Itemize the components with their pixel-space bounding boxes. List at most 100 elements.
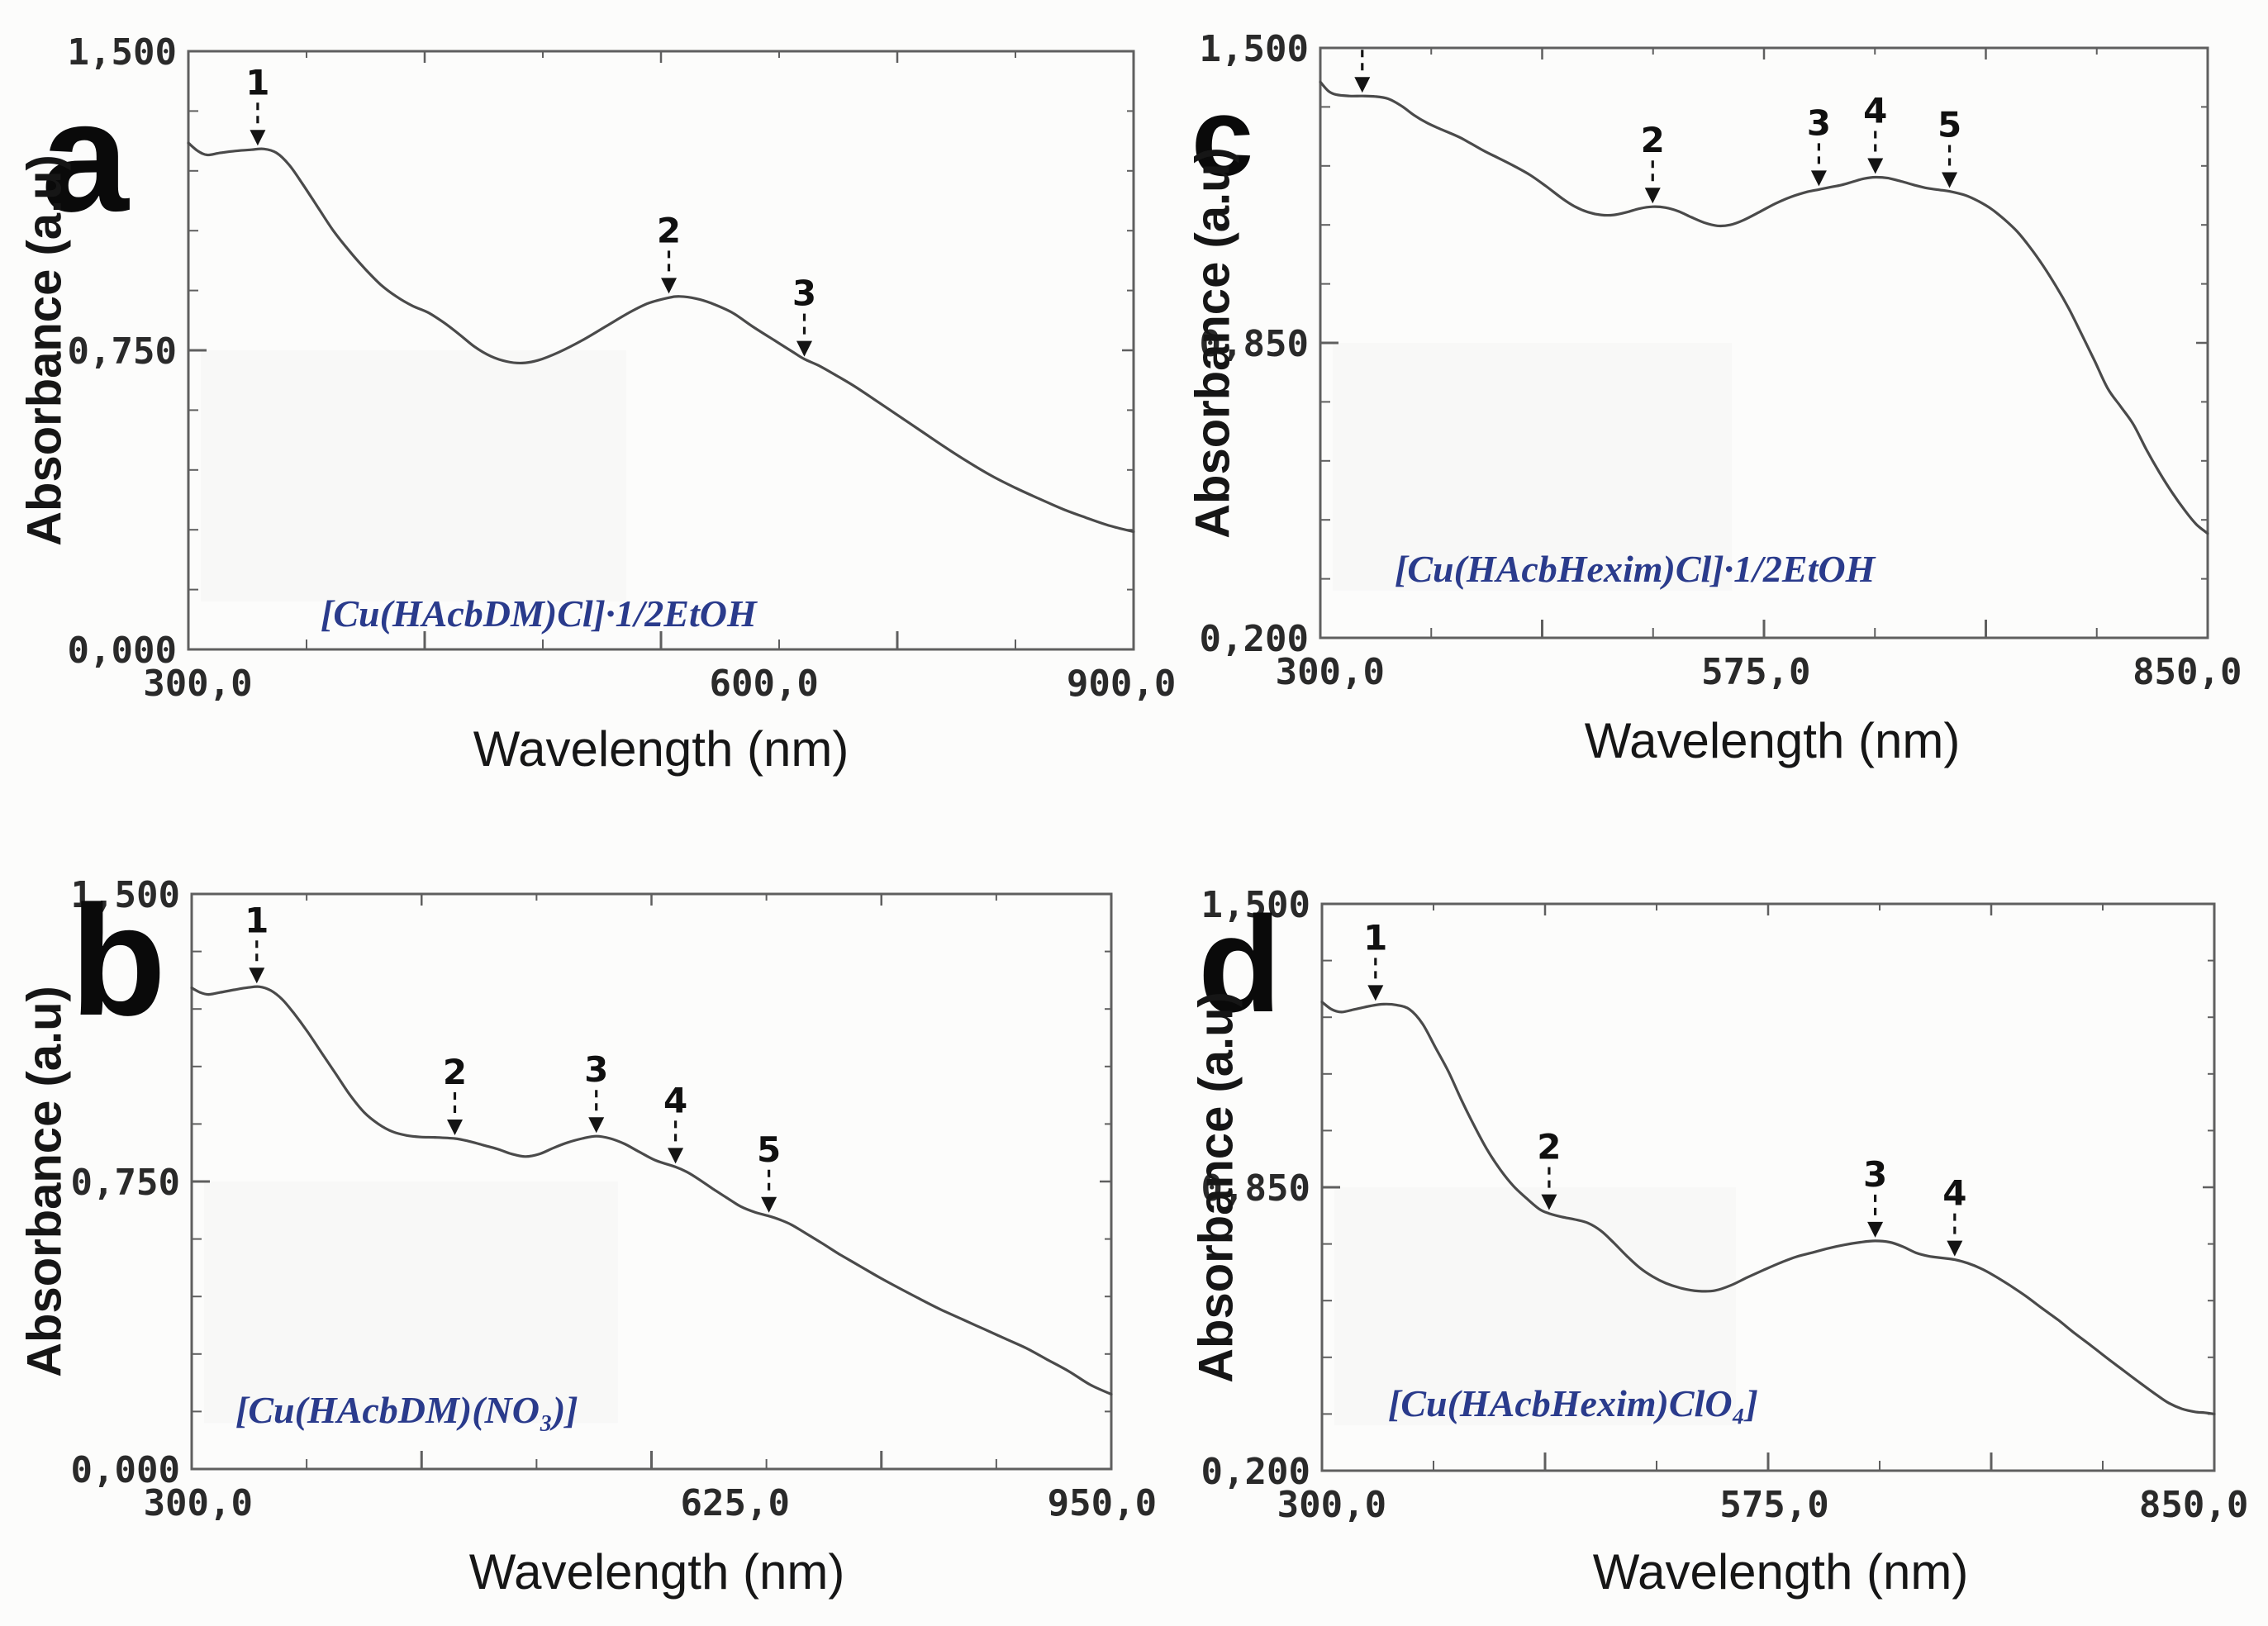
y-tick-label: 0,850 [1200, 323, 1309, 365]
peak-arrow-head [1354, 77, 1371, 93]
panel-c-peak-2-annotation: 2 [1641, 120, 1665, 204]
panel-b-compound-label: [Cu(HAcbDM)(NO₃)] [235, 1389, 578, 1431]
peak-number-label: 1 [245, 900, 269, 940]
peak-number-label: 1 [1363, 917, 1387, 958]
panel-c-peak-3-annotation: 3 [1807, 102, 1831, 187]
peak-arrow-head [250, 130, 266, 146]
panel-a-x-axis-title: Wavelength (nm) [473, 721, 849, 777]
scan-noise-patch [204, 1181, 618, 1423]
y-tick-label: 1,500 [1201, 884, 1310, 926]
panel-d-spectrum-curve [1320, 1001, 2216, 1415]
x-tick-label: 575,0 [1719, 1484, 1828, 1526]
peak-number-label: 4 [1942, 1173, 1966, 1214]
panel-a-peak-2-annotation: 2 [657, 210, 681, 294]
peak-number-label: 3 [792, 273, 816, 314]
peak-number-label: 2 [443, 1052, 467, 1092]
y-tick-label: 0,200 [1201, 1451, 1310, 1493]
peak-arrow-head [1367, 985, 1384, 1001]
x-tick-label: 575,0 [1701, 651, 1810, 693]
peak-arrow-head [661, 278, 678, 294]
panel-b-x-axis-title: Wavelength (nm) [468, 1544, 845, 1600]
x-tick-label: 850,0 [2139, 1484, 2248, 1526]
y-tick-label: 0,750 [68, 330, 177, 373]
panel-c-compound-label: [Cu(HAcbHexim)Cl]·1/2EtOH [1395, 548, 1876, 590]
peak-number-label: 2 [1537, 1127, 1561, 1167]
y-tick-label: 1,500 [68, 31, 177, 74]
panel-c-peak-5-annotation: 5 [1938, 105, 1961, 188]
panel-c-x-axis-title: Wavelength (nm) [1584, 713, 1961, 768]
panel-d-x-axis-title: Wavelength (nm) [1592, 1544, 1969, 1600]
x-tick-label: 300,0 [143, 663, 252, 705]
peak-arrow-head [1644, 188, 1661, 204]
y-tick-label: 0,750 [71, 1162, 180, 1204]
peak-arrow-head [761, 1196, 777, 1213]
panel-b-y-axis-title: Absorbance (a.u) [17, 986, 72, 1377]
panel-b-letter: b [70, 873, 167, 1048]
panel-c-y-axis-title: Absorbance (a.u) [1186, 147, 1240, 539]
peak-number-label: 4 [1863, 91, 1887, 131]
peak-number-label: 2 [657, 210, 681, 250]
panel-b-peak-2-annotation: 2 [443, 1052, 467, 1136]
panel-c-letter: c [1191, 74, 1254, 199]
panel-b-peak-1-annotation: 1 [245, 900, 269, 984]
panel-a-peak-3-annotation: 3 [792, 273, 816, 357]
peak-number-label: 5 [1938, 105, 1961, 145]
y-tick-label: 1,500 [71, 874, 180, 916]
panel-a-spectrum-curve [187, 141, 1135, 534]
panel-b-spectrum-curve [190, 985, 1113, 1396]
x-tick-label: 600,0 [709, 663, 818, 705]
panel-d-compound-label: [Cu(HAcbHexim)ClO₄] [1388, 1382, 1758, 1424]
peak-number-label: 5 [757, 1129, 781, 1170]
x-tick-label: 900,0 [1067, 663, 1176, 705]
panel-d-peak-3-annotation: 3 [1863, 1154, 1887, 1238]
peak-number-label: 2 [1641, 120, 1665, 160]
scan-noise-patch [201, 350, 626, 601]
x-tick-label: 300,0 [144, 1482, 253, 1524]
peak-number-label: 4 [663, 1080, 687, 1120]
panel-d-peak-2-annotation: 2 [1537, 1127, 1562, 1210]
peak-arrow-head [588, 1117, 605, 1134]
peak-arrow-head [1947, 1240, 1963, 1257]
panel-a-letter: a [41, 69, 129, 245]
peak-arrow-head [1810, 170, 1827, 187]
panel-d-peak-4-annotation: 4 [1942, 1173, 1966, 1257]
peak-arrow-head [1541, 1194, 1557, 1210]
peak-arrow-head [796, 340, 813, 357]
peak-number-label: 3 [584, 1049, 608, 1090]
x-tick-label: 625,0 [681, 1482, 790, 1524]
panel-b-peak-5-annotation: 5 [757, 1129, 781, 1213]
peak-number-label: 1 [245, 62, 269, 102]
x-tick-label: 300,0 [1276, 651, 1385, 693]
y-tick-label: 0,000 [68, 630, 177, 672]
peak-number-label: 3 [1807, 102, 1831, 143]
panel-a-y-axis-title: Absorbance (a.u) [17, 155, 72, 546]
peak-arrow-head [1867, 158, 1884, 174]
peak-arrow-head [668, 1148, 684, 1164]
panel-d-letter: d [1198, 888, 1281, 1040]
panel-a-peak-1-annotation: 1 [245, 62, 270, 146]
x-tick-label: 850,0 [2132, 651, 2242, 693]
peak-arrow-head [249, 968, 265, 984]
y-tick-label: 1,500 [1200, 28, 1309, 70]
peak-number-label: 3 [1863, 1154, 1887, 1195]
y-tick-label: 0,000 [71, 1449, 180, 1491]
x-tick-label: 950,0 [1048, 1482, 1157, 1524]
peak-arrow-head [446, 1120, 463, 1136]
panel-c-spectrum-curve [1319, 80, 2209, 535]
panel-b-peak-4-annotation: 4 [663, 1080, 687, 1164]
peak-arrow-head [1942, 172, 1958, 188]
y-tick-label: 0,200 [1200, 618, 1309, 660]
panel-d-peak-1-annotation: 1 [1363, 917, 1387, 1001]
panel-c-peak-4-annotation: 4 [1863, 91, 1887, 174]
panel-a-compound-label: [Cu(HAcbDM)Cl]·1/2EtOH [321, 592, 757, 635]
peak-arrow-head [1867, 1221, 1884, 1238]
y-tick-label: 0,850 [1201, 1167, 1310, 1210]
panel-b-peak-3-annotation: 3 [584, 1049, 608, 1134]
panel-c-peak-arrow-annotation [1354, 50, 1371, 93]
